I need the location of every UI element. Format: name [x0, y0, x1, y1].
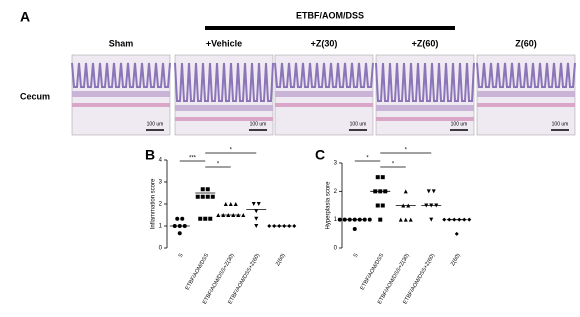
y-tick-label: 1 [334, 217, 338, 223]
column-label: Z(60) [515, 38, 537, 48]
y-tick-label: 2 [159, 202, 163, 208]
dot [205, 187, 210, 192]
dot [352, 227, 357, 232]
x-tick-label: ETBF/AOM/DSS [360, 252, 386, 291]
x-tick-label: Z(60) [450, 253, 462, 268]
dot [200, 194, 205, 199]
scale-label: 100 um [147, 121, 164, 127]
x-tick-label: ETBF/AOM/DSS [185, 252, 211, 291]
dot [380, 175, 385, 180]
dot [256, 202, 261, 206]
scale-label: 100 um [350, 121, 367, 127]
y-tick-label: 3 [334, 161, 338, 167]
dot [198, 216, 203, 221]
dot [408, 217, 413, 222]
dot [467, 217, 472, 222]
significance-label: * [405, 148, 408, 154]
scale-label: 100 um [552, 121, 569, 127]
dot [403, 217, 408, 222]
dot [454, 231, 459, 236]
y-tick-label: 4 [159, 158, 163, 164]
dot [177, 231, 182, 236]
dot [203, 216, 208, 221]
dot [228, 202, 233, 206]
dot [429, 217, 434, 222]
dot [205, 194, 210, 199]
panel-letter: B [145, 147, 155, 163]
muscle [376, 117, 474, 121]
x-tick-label: S [353, 252, 360, 258]
submucosa [376, 105, 474, 111]
submucosa [72, 91, 170, 97]
dot [378, 217, 383, 222]
mucosa [174, 62, 274, 102]
dot [367, 217, 372, 222]
x-tick-label: Z(60) [275, 253, 287, 268]
dot [251, 202, 256, 206]
y-tick-label: 3 [159, 180, 163, 186]
dot [442, 217, 447, 222]
significance-label: * [392, 162, 395, 168]
panel-letter: C [315, 147, 325, 163]
dot [375, 175, 380, 180]
dot [208, 216, 213, 221]
dot [180, 216, 185, 221]
significance-label: * [217, 162, 220, 168]
dot [241, 213, 246, 217]
muscle [477, 103, 575, 107]
dot [431, 189, 436, 194]
treatment-bar [205, 26, 455, 30]
dot [267, 224, 272, 228]
dot [223, 202, 228, 206]
submucosa [175, 105, 273, 111]
dot [175, 216, 180, 221]
y-tick-label: 2 [334, 189, 338, 195]
column-label: +Z(30) [311, 38, 338, 48]
y-tick-label: 1 [159, 224, 163, 230]
treatment-label: ETBF/AOM/DSS [296, 10, 364, 20]
x-tick-label: S [178, 252, 185, 258]
y-axis-label: Hyperplasia score [326, 181, 332, 230]
row-label: Cecum [20, 91, 50, 101]
scale-label: 100 um [250, 121, 267, 127]
y-axis-label: Inflammation score [151, 178, 157, 229]
mucosa [71, 62, 171, 88]
dot [254, 216, 259, 221]
submucosa [477, 91, 575, 97]
muscle [72, 103, 170, 107]
column-label: +Z(60) [412, 38, 439, 48]
muscle [275, 103, 373, 107]
dot [375, 203, 380, 208]
dot [403, 189, 408, 194]
submucosa [275, 91, 373, 97]
dot [210, 194, 215, 199]
significance-label: *** [189, 156, 197, 162]
mucosa [476, 62, 576, 88]
y-tick-label: 0 [159, 246, 163, 252]
scale-label: 100 um [451, 121, 468, 127]
dot [216, 213, 221, 217]
significance-label: * [230, 148, 233, 154]
dot [200, 187, 205, 192]
dot [233, 202, 238, 206]
dot [195, 194, 200, 199]
dot [380, 203, 385, 208]
significance-label: * [366, 156, 369, 162]
dot [398, 217, 403, 222]
column-label: +Vehicle [206, 38, 242, 48]
dot [426, 189, 431, 194]
dot [254, 224, 259, 228]
dot [254, 209, 259, 214]
dot [292, 224, 297, 228]
dot [337, 217, 342, 222]
panel-letter: A [20, 9, 30, 25]
mucosa [375, 62, 475, 102]
muscle [175, 117, 273, 121]
mucosa [274, 62, 374, 88]
column-label: Sham [109, 38, 134, 48]
y-tick-label: 0 [334, 246, 338, 252]
